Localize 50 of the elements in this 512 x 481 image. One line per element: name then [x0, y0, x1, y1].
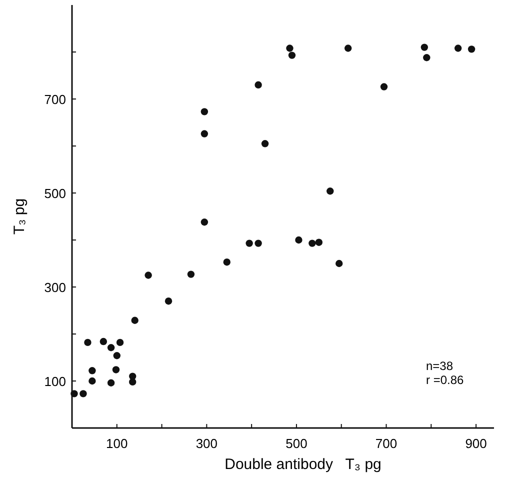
point [336, 260, 343, 268]
point [423, 54, 430, 62]
y-tick-label: 500 [44, 186, 66, 201]
point [107, 344, 115, 352]
point [223, 258, 230, 266]
x-tick-label: 300 [196, 436, 218, 451]
point [116, 338, 124, 346]
point [187, 270, 195, 278]
x-tick-label: 100 [106, 436, 128, 451]
x-axis-title: Double antibody T₃ pg [224, 456, 382, 473]
point [420, 44, 428, 51]
point [112, 366, 120, 374]
point [468, 46, 476, 53]
y-tick-label: 300 [44, 280, 66, 295]
y-axis-title: T₃ pg [11, 198, 28, 235]
point [200, 108, 208, 116]
point [200, 130, 208, 138]
y-tick-label: 700 [44, 92, 66, 107]
point [254, 81, 262, 88]
point [88, 367, 96, 374]
point [315, 238, 323, 246]
point [286, 44, 294, 52]
point [200, 218, 208, 226]
point [344, 44, 352, 52]
point [454, 44, 462, 52]
point [308, 240, 316, 247]
point [380, 83, 388, 90]
point [80, 390, 87, 398]
point [88, 377, 96, 385]
point [131, 316, 138, 324]
annotation: n=38 [426, 359, 454, 373]
y-tick-label: 100 [44, 374, 66, 389]
point [113, 352, 120, 360]
point [129, 378, 136, 386]
x-tick-label: 500 [286, 436, 308, 451]
point [254, 240, 262, 247]
point [144, 272, 152, 279]
x-tick-label: 700 [375, 436, 398, 451]
point [295, 236, 302, 244]
point [261, 140, 269, 148]
point [164, 298, 172, 305]
point [246, 240, 253, 247]
point [326, 188, 334, 195]
x-tick-label: 900 [465, 436, 487, 451]
point [288, 52, 296, 59]
point [100, 338, 108, 346]
point [70, 390, 78, 398]
point [107, 379, 115, 386]
annotation: r =0.86 [426, 373, 464, 387]
point [84, 338, 92, 346]
